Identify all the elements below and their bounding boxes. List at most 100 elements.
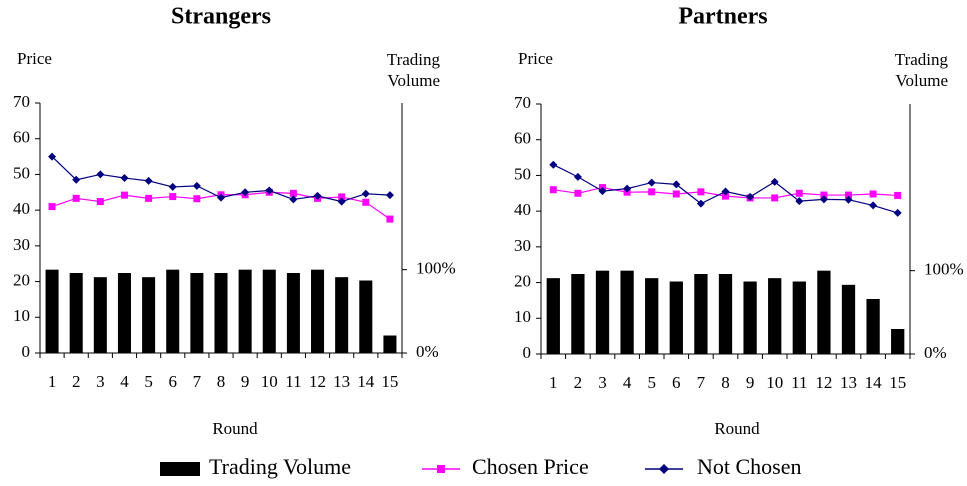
bar [93,277,107,353]
y2-tick-label: 0% [924,343,947,362]
bar [383,335,397,353]
y-axis-label: Price [518,49,553,68]
bar [669,281,683,354]
x-tick-label: 11 [791,373,807,392]
point [145,194,153,202]
x-tick-label: 7 [193,372,202,391]
point [192,181,201,190]
legend-swatch [160,462,200,476]
bar [694,274,708,354]
point [844,195,853,204]
point [574,189,582,197]
x-tick-label: 4 [623,373,632,392]
point [845,191,852,199]
legend-label: Not Chosen [697,454,802,479]
x-tick-label: 9 [241,372,250,391]
y2-tick-label: 0% [416,342,439,361]
y-tick-label: 70 [514,93,531,112]
point [289,195,298,204]
point [361,189,370,198]
y-tick-label: 20 [514,271,531,290]
bar [190,273,204,353]
y-tick-label: 10 [13,306,30,325]
y-tick-label: 70 [13,92,30,111]
point [217,193,225,202]
legend-label: Chosen Price [472,454,589,479]
point [746,192,755,201]
point [313,191,322,200]
y-tick-label: 30 [13,235,30,254]
point [338,193,346,201]
bar [645,278,659,354]
x-tick-label: 6 [168,372,177,391]
bar [359,280,373,353]
point [573,172,582,181]
y-tick-label: 60 [514,129,531,148]
point [48,203,56,211]
y-tick-label: 40 [13,199,30,218]
point [721,187,730,196]
point [96,170,105,179]
point [598,187,607,196]
point [120,191,128,199]
bar [166,269,180,353]
point [48,152,57,161]
x-tick-label: 2 [574,373,583,392]
point [169,193,177,201]
x-tick-label: 1 [549,373,558,392]
x-tick-label: 12 [815,373,832,392]
x-tick-label: 15 [889,373,906,392]
point [770,177,779,186]
x-tick-label: 13 [840,373,857,392]
bar [117,273,131,353]
x-tick-label: 1 [48,372,57,391]
bar [262,269,276,353]
point [722,192,729,200]
point [265,186,274,195]
x-tick-label: 6 [672,373,681,392]
bar [238,269,252,353]
x-axis-label: Round [714,419,760,438]
x-tick-label: 15 [381,372,398,391]
y-tick-label: 60 [13,128,30,147]
chart-title: Strangers [171,4,271,30]
x-axis-label: Round [212,419,258,438]
bar [546,278,560,354]
y-tick-label: 50 [514,164,531,183]
legend-marker [437,465,445,473]
point [623,184,632,193]
x-tick-label: 8 [721,373,730,392]
y-tick-label: 20 [13,270,30,289]
y2-tick-label: 100% [924,260,964,279]
bar [45,269,59,353]
x-tick-label: 9 [746,373,755,392]
x-tick-label: 7 [697,373,706,392]
bar [792,281,806,354]
x-tick-label: 14 [865,373,883,392]
bar [311,269,325,353]
bar [866,299,880,354]
bar [595,270,610,354]
point [648,188,656,196]
point [241,188,250,197]
bar [743,281,757,354]
point [672,190,680,198]
x-tick-label: 8 [217,372,226,391]
y-tick-label: 10 [514,307,531,326]
x-tick-label: 10 [261,372,278,391]
x-tick-label: 5 [144,372,153,391]
y2-tick-label: 100% [416,259,456,278]
point [795,197,804,206]
point [869,201,878,210]
y-tick-label: 0 [22,342,31,361]
point [697,188,705,196]
x-tick-label: 10 [766,373,783,392]
bar [768,278,782,354]
y-tick-label: 50 [13,163,30,182]
bar [286,273,300,353]
legend-label: Trading Volume [209,454,351,479]
point [549,186,557,194]
point [96,198,104,206]
point [144,176,153,185]
